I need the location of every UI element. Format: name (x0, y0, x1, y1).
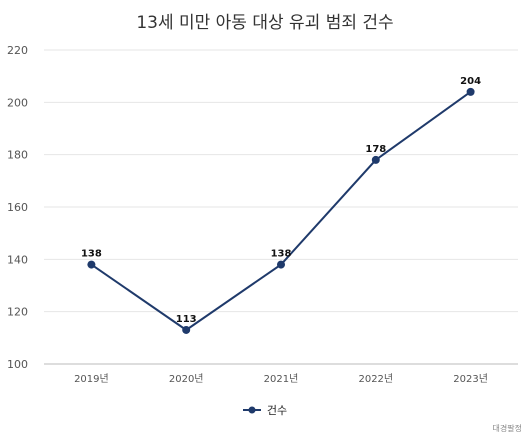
x-axis-ticks: 2019년 2020년 2021년 2022년 2023년 (74, 373, 488, 385)
y-tick-label: 180 (7, 149, 28, 162)
y-axis-ticks: 100 120 140 160 180 200 220 (7, 44, 28, 371)
gridlines (44, 49, 518, 365)
legend: 건수 (0, 402, 530, 418)
x-tick-label: 2021년 (264, 373, 299, 385)
legend-label: 건수 (266, 404, 288, 417)
data-point (466, 87, 475, 96)
data-label: 204 (460, 76, 481, 87)
data-labels: 138 113 138 178 204 (81, 76, 481, 325)
y-tick-label: 140 (7, 253, 28, 266)
y-tick-label: 200 (7, 96, 28, 109)
data-point (87, 260, 96, 269)
x-tick-label: 2023년 (453, 373, 488, 385)
y-tick-label: 220 (7, 44, 28, 57)
series-points (87, 87, 475, 334)
chart-title: 13세 미만 아동 대상 유괴 범죄 건수 (136, 13, 394, 33)
data-point (371, 155, 380, 164)
source-credit: 대경팔정 (492, 424, 522, 433)
data-point (277, 260, 285, 269)
series-lines (90, 91, 472, 332)
x-tick-label: 2022년 (358, 373, 393, 385)
data-point (182, 325, 191, 334)
legend-marker-icon (242, 406, 261, 414)
data-label: 138 (81, 249, 102, 260)
x-tick-label: 2019년 (74, 373, 109, 385)
data-label: 113 (176, 314, 197, 325)
data-label: 138 (271, 249, 292, 260)
y-tick-label: 100 (7, 358, 28, 371)
data-label: 178 (365, 144, 386, 155)
y-tick-label: 160 (7, 201, 28, 214)
series-line (90, 91, 472, 332)
x-tick-label: 2020년 (169, 373, 204, 385)
y-tick-label: 120 (7, 306, 28, 319)
